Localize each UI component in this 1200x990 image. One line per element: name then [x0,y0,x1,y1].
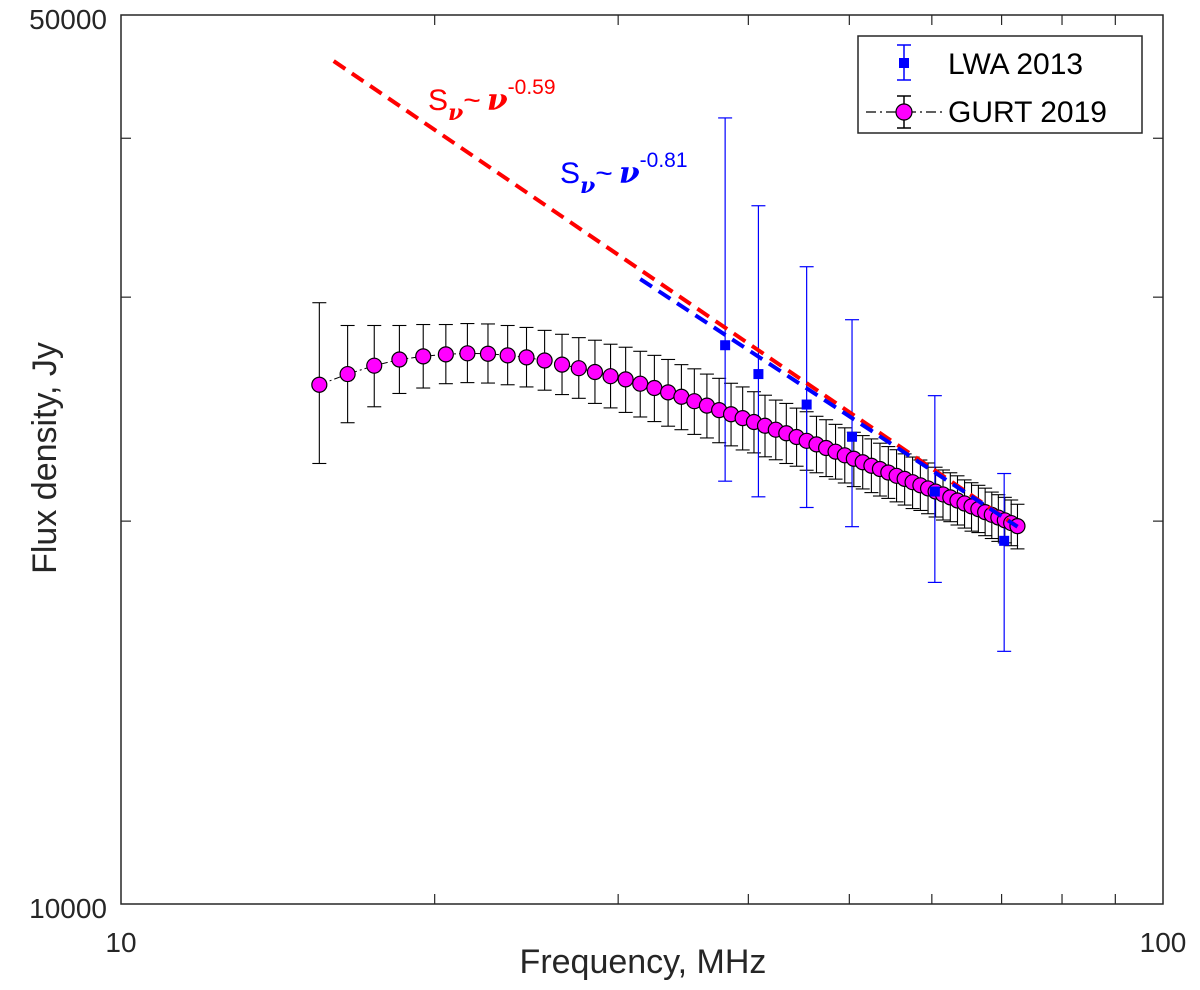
legend-entry-lwa: LWA 2013 [897,44,1083,81]
gurt-point [632,375,649,392]
gurt-point [518,349,535,366]
axes-box [120,14,1164,905]
gurt-point [437,346,454,363]
lwa-point [753,369,764,380]
plot-layer [311,59,1026,652]
axes-frame [120,14,1164,905]
legend-lwa-marker [899,58,909,68]
gurt-point [570,360,587,377]
lwa-point [929,486,940,497]
fit-label-blue-s: S [560,157,580,190]
lwa-point [999,535,1010,546]
x-tick-label-max: 100 [1140,927,1187,958]
gurt-point [659,384,677,401]
y-tick-label-min: 10000 [29,893,107,924]
fit-label-blue-tilde: ~ [595,157,613,190]
fit-line-blue [639,277,1019,529]
lwa-errorbar [718,117,733,482]
x-tick-label-min: 10 [105,927,136,958]
fit-label-red: Sν~ ν-0.59 [428,76,556,126]
fit-label-blue-exp: -0.81 [640,149,688,172]
legend-label-gurt: GURT 2019 [948,96,1107,129]
gurt-point [366,357,383,374]
lwa-point [801,399,812,410]
legend-gurt-marker [895,103,913,121]
fit-line-red [332,59,1019,529]
lwa-point [720,340,731,351]
fit-label-blue-nu: ν [619,156,640,191]
legend-entry-gurt: GURT 2019 [866,95,1107,129]
lwa-errorbar [845,319,860,528]
fit-label-red-s: S [428,84,448,117]
svg-text:Sν~ν-0.81: Sν~ ν-0.81 [560,149,688,199]
gurt-point [536,352,553,369]
gurt-point [415,348,432,365]
fit-label-blue-sub: ν [580,173,595,199]
tick-layer [121,15,1163,904]
gurt-point [602,368,619,385]
gurt-point [499,347,516,364]
x-axis-label: Frequency, MHz [520,943,767,981]
fit-label-red-nu: ν [487,83,508,118]
fit-label-red-exp: -0.59 [508,76,556,99]
gurt-point [617,371,634,388]
fit-label-red-tilde: ~ [463,84,481,117]
gurt-point [311,376,328,393]
gurt-point [479,345,497,362]
gurt-point [646,379,663,397]
legend: LWA 2013 GURT 2019 [857,35,1143,134]
fit-label-red-sub: ν [448,100,463,126]
gurt-point [553,356,571,373]
gurt-point [391,351,408,368]
y-axis-label: Flux density, Jy [26,342,64,574]
gurt-point [339,365,356,383]
fit-label-blue: Sν~ ν-0.81 [560,149,688,199]
lwa-errorbar [997,472,1012,652]
gurt-point [459,345,476,362]
gurt-point [586,363,604,381]
svg-text:Sν~ν-0.59: Sν~ ν-0.59 [428,76,556,126]
y-tick-label-max: 50000 [29,4,107,35]
lwa-point [847,431,858,442]
legend-label-lwa: LWA 2013 [948,48,1083,81]
